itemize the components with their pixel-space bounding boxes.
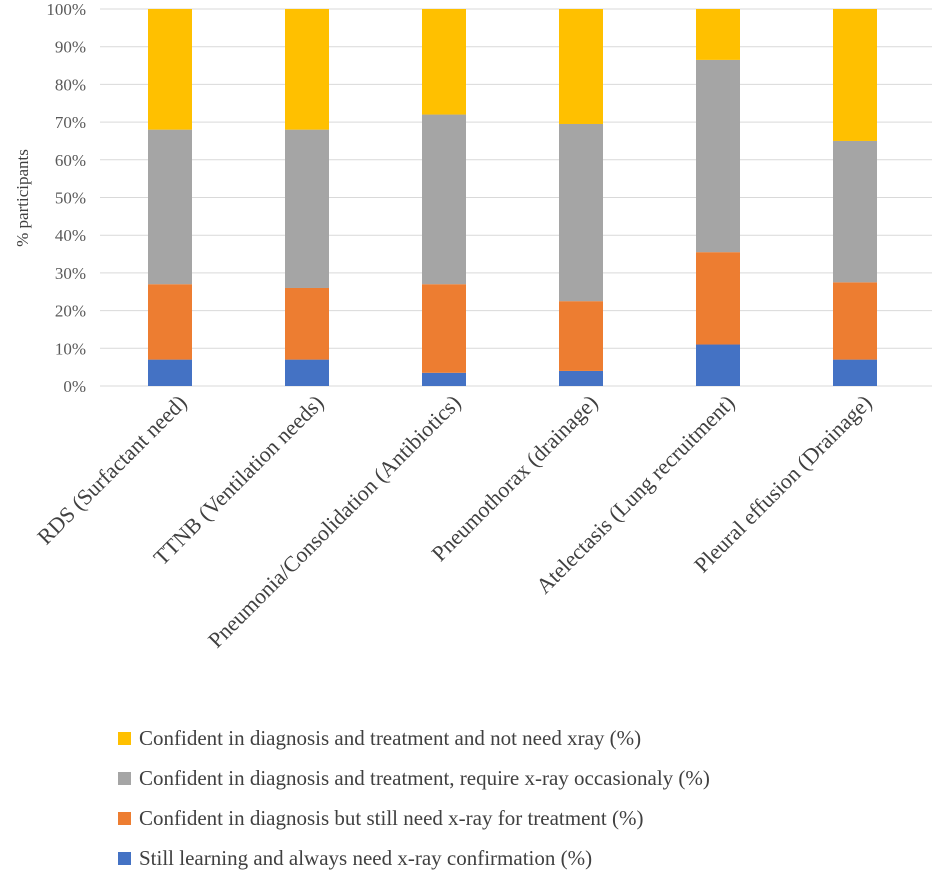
y-tick-label: 40% [55,226,86,245]
bar-segment-4-cat-3 [422,9,466,115]
bar-segment-4-cat-6 [833,9,877,141]
bar-segment-3-cat-5 [696,59,740,253]
legend-item: Still learning and always need x-ray con… [118,838,710,878]
bar-segment-1-cat-2 [285,359,329,386]
bar-segment-2-cat-2 [285,287,329,360]
bar-segment-1-cat-1 [148,359,192,386]
legend-swatch [118,851,131,865]
y-axis-ticks: 0% 10% 20% 30% 40% 50% 60% 70% 80% 90% 100% [46,0,86,396]
gridlines [100,8,932,387]
legend-label: Confident in diagnosis but still need x-… [139,805,644,830]
y-tick-label: 0% [63,377,86,396]
stacked-bar-chart: 0% 10% 20% 30% 40% 50% 60% 70% 80% 90% 100% RDS (S… [13,0,932,653]
bar-segment-4-cat-4 [559,9,603,124]
x-category-label: RDS (Surfactant need) [32,390,191,549]
bar-segment-2-cat-1 [148,284,192,360]
bar-segment-2-cat-6 [833,282,877,360]
y-tick-label: 100% [46,0,86,19]
legend-label: Still learning and always need x-ray con… [139,845,593,870]
y-tick-label: 30% [55,264,86,283]
bar-segment-1-cat-5 [696,344,740,386]
legend-swatch [118,731,131,745]
x-category-label: Pneumonia/Consolidation (Antibiotics) [203,390,466,653]
y-axis-label: % participants [13,149,32,247]
bar-segment-3-cat-1 [148,129,192,285]
legend-swatch [118,811,131,825]
bar-segment-2-cat-3 [422,284,466,373]
legend: Confident in diagnosis and treatment and… [118,718,710,878]
legend-swatch [118,771,131,785]
y-tick-label: 50% [55,189,86,208]
legend-label: Confident in diagnosis and treatment, re… [139,765,710,790]
bar-segment-4-cat-2 [285,9,329,130]
bar-segment-1-cat-3 [422,372,466,386]
bar-segment-3-cat-2 [285,129,329,288]
legend-label: Confident in diagnosis and treatment and… [139,725,642,750]
legend-item: Confident in diagnosis and treatment and… [118,718,710,758]
bar-segment-3-cat-4 [559,123,603,302]
bar-segment-3-cat-6 [833,140,877,283]
bar-segment-2-cat-5 [696,252,740,345]
y-tick-label: 90% [55,38,86,57]
y-tick-label: 80% [55,75,86,94]
y-tick-label: 20% [55,302,86,321]
legend-item: Confident in diagnosis and treatment, re… [118,758,710,798]
y-tick-label: 10% [55,339,86,358]
y-tick-label: 70% [55,113,86,132]
bar-segment-4-cat-5 [696,9,740,60]
bars [148,9,877,386]
bar-segment-4-cat-1 [148,9,192,130]
bar-segment-3-cat-3 [422,114,466,285]
legend-item: Confident in diagnosis but still need x-… [118,798,710,838]
bar-segment-1-cat-6 [833,359,877,386]
y-tick-label: 60% [55,151,86,170]
bar-segment-1-cat-4 [559,370,603,386]
x-axis-labels: RDS (Surfactant need)TTNB (Ventilation n… [32,390,876,653]
bar-segment-2-cat-4 [559,301,603,371]
